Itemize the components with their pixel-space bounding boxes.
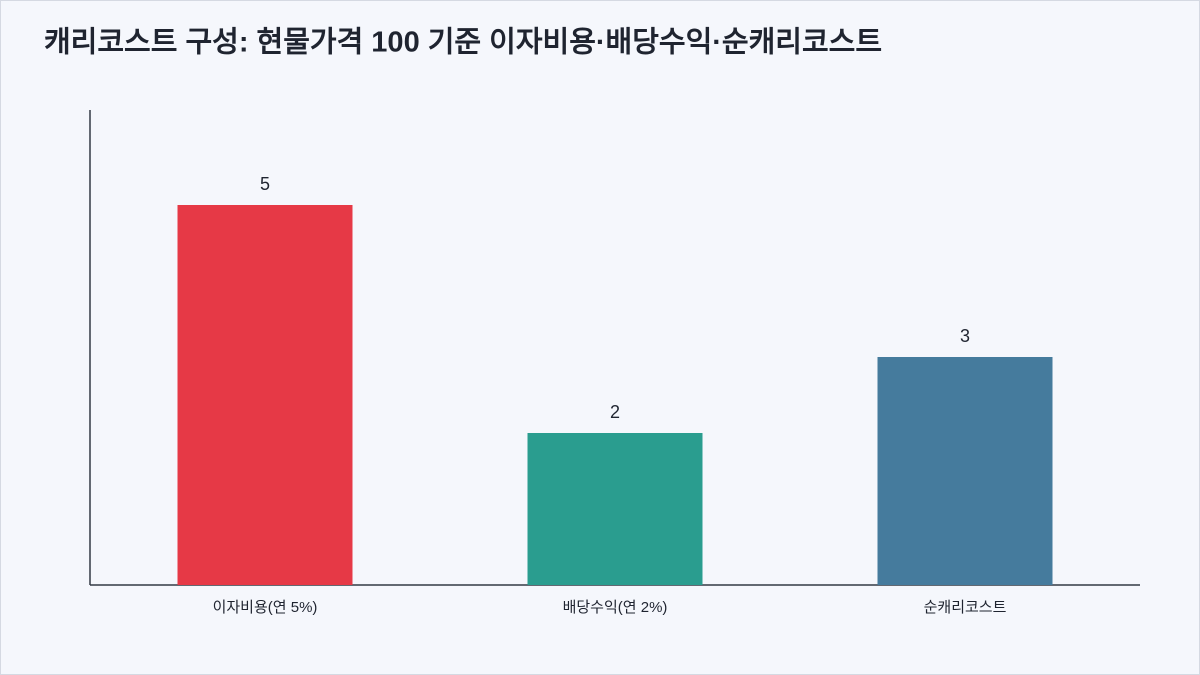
x-tick-label: 이자비용(연 5%)	[213, 599, 318, 616]
bar	[177, 205, 353, 585]
bar	[877, 357, 1053, 585]
value-label: 5	[260, 174, 270, 194]
value-label: 3	[960, 326, 970, 346]
bar	[527, 433, 703, 585]
x-tick-label: 순캐리코스트	[924, 599, 1007, 616]
value-label: 2	[610, 402, 620, 422]
x-tick-label: 배당수익(연 2%)	[563, 599, 668, 616]
chart-title: 캐리코스트 구성: 현물가격 100 기준 이자비용·배당수익·순캐리코스트	[44, 26, 882, 59]
